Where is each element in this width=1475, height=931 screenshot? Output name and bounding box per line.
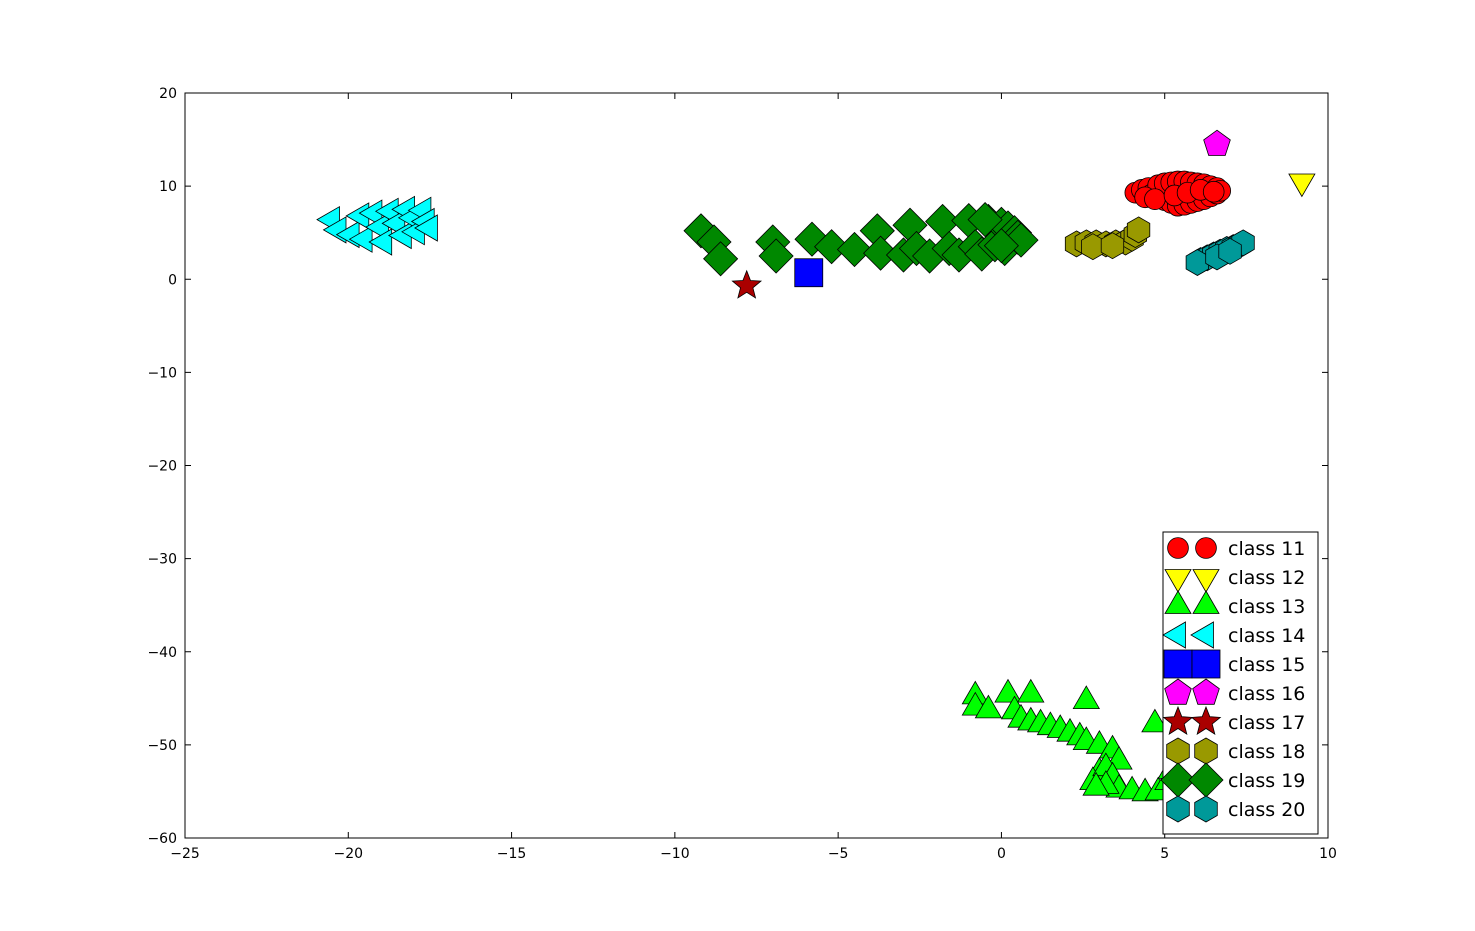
x-tick-label: −25 bbox=[170, 846, 200, 862]
legend-label: class 19 bbox=[1228, 770, 1305, 792]
data-point bbox=[1141, 708, 1169, 733]
data-point bbox=[1017, 678, 1045, 703]
y-tick-label: −50 bbox=[147, 738, 177, 754]
legend-entry: class 20 bbox=[1166, 795, 1305, 823]
series-class-18 bbox=[1064, 216, 1151, 261]
data-point bbox=[758, 238, 794, 274]
legend-marker bbox=[1164, 590, 1192, 614]
legend-label: class 14 bbox=[1228, 625, 1305, 647]
series-class-19 bbox=[683, 202, 1039, 277]
data-point bbox=[348, 225, 373, 253]
y-tick-label: −60 bbox=[147, 831, 177, 847]
legend-marker bbox=[1162, 621, 1186, 649]
series-class-15 bbox=[794, 258, 824, 288]
data-point bbox=[863, 235, 899, 271]
legend-marker bbox=[1190, 705, 1222, 735]
legend-entry: class 19 bbox=[1160, 762, 1305, 798]
legend-marker bbox=[1162, 705, 1194, 735]
data-point bbox=[1288, 173, 1316, 198]
legend-entry: class 17 bbox=[1162, 705, 1305, 735]
legend-marker bbox=[1163, 649, 1193, 679]
data-point bbox=[814, 229, 850, 265]
data-point bbox=[983, 228, 1019, 264]
legend-entry: class 18 bbox=[1166, 737, 1305, 765]
y-tick-label: −10 bbox=[147, 365, 177, 381]
x-tick-label: 0 bbox=[997, 846, 1006, 862]
legend-marker bbox=[1191, 649, 1221, 679]
legend-entry: class 16 bbox=[1164, 678, 1305, 705]
data-point bbox=[368, 228, 393, 256]
legend-label: class 16 bbox=[1228, 683, 1305, 705]
data-point bbox=[1144, 188, 1166, 210]
data-point bbox=[967, 202, 1003, 238]
series-class-20 bbox=[1185, 229, 1255, 276]
data-point bbox=[1126, 216, 1151, 244]
legend-label: class 12 bbox=[1228, 567, 1305, 589]
y-tick-label: 20 bbox=[159, 86, 177, 102]
legend: class 11 class 12 class 13 class 14 class 15… bbox=[1160, 531, 1319, 835]
legend-marker bbox=[1194, 795, 1218, 823]
data-point bbox=[1072, 685, 1100, 709]
legend-marker bbox=[1167, 537, 1189, 559]
legend-marker bbox=[1195, 537, 1217, 559]
data-point bbox=[1082, 771, 1110, 796]
y-tick-label: 10 bbox=[159, 179, 177, 195]
data-point bbox=[703, 241, 739, 277]
legend-entry: class 14 bbox=[1162, 621, 1305, 649]
x-tick-label: −10 bbox=[660, 846, 690, 862]
legend-label: class 13 bbox=[1228, 596, 1305, 618]
data-point bbox=[414, 214, 438, 242]
data-point bbox=[1218, 237, 1242, 265]
series-class-12 bbox=[1288, 173, 1316, 198]
legend-marker bbox=[1192, 590, 1220, 614]
x-tick-label: 10 bbox=[1319, 846, 1337, 862]
y-tick-label: −30 bbox=[147, 552, 177, 568]
axis-ticks: −25 −20 −15 −10 −5 0 5 10−60−50−40−30−20−100102… bbox=[147, 86, 1336, 862]
legend-marker bbox=[1164, 569, 1192, 593]
data-points bbox=[316, 129, 1316, 802]
legend-label: class 17 bbox=[1228, 712, 1305, 734]
legend-marker bbox=[1166, 795, 1190, 823]
legend-marker bbox=[1160, 762, 1196, 798]
y-tick-label: −20 bbox=[147, 459, 177, 475]
series-class-16 bbox=[1203, 129, 1231, 156]
legend-entry: class 12 bbox=[1164, 567, 1305, 593]
data-point bbox=[794, 221, 830, 257]
series-class-11 bbox=[1124, 170, 1232, 217]
legend-entry: class 11 bbox=[1167, 537, 1305, 560]
legend-marker bbox=[1192, 678, 1220, 705]
data-point bbox=[794, 258, 824, 288]
legend-marker bbox=[1164, 678, 1192, 705]
legend-label: class 20 bbox=[1228, 799, 1305, 821]
legend-entry: class 15 bbox=[1163, 649, 1305, 679]
x-tick-label: 5 bbox=[1160, 846, 1169, 862]
data-point bbox=[1203, 129, 1231, 156]
x-tick-label: −15 bbox=[497, 846, 527, 862]
data-point bbox=[974, 694, 1003, 719]
legend-marker bbox=[1190, 621, 1214, 649]
x-tick-label: −20 bbox=[334, 846, 364, 862]
y-tick-label: −40 bbox=[147, 645, 177, 661]
legend-label: class 18 bbox=[1228, 741, 1305, 763]
y-tick-label: 0 bbox=[168, 272, 177, 288]
series-class-17 bbox=[731, 269, 763, 299]
legend-entry: class 13 bbox=[1164, 590, 1305, 618]
data-point bbox=[731, 269, 763, 299]
series-class-14 bbox=[316, 195, 438, 256]
legend-label: class 11 bbox=[1228, 538, 1305, 560]
data-point bbox=[836, 231, 873, 268]
data-point bbox=[1100, 232, 1125, 260]
legend-marker bbox=[1192, 569, 1220, 593]
plot-frame bbox=[184, 92, 1329, 839]
legend-marker bbox=[1188, 762, 1224, 798]
legend-label: class 15 bbox=[1228, 654, 1305, 676]
x-tick-label: −5 bbox=[828, 846, 849, 862]
data-point bbox=[1202, 180, 1225, 203]
series-class-13 bbox=[961, 678, 1185, 802]
